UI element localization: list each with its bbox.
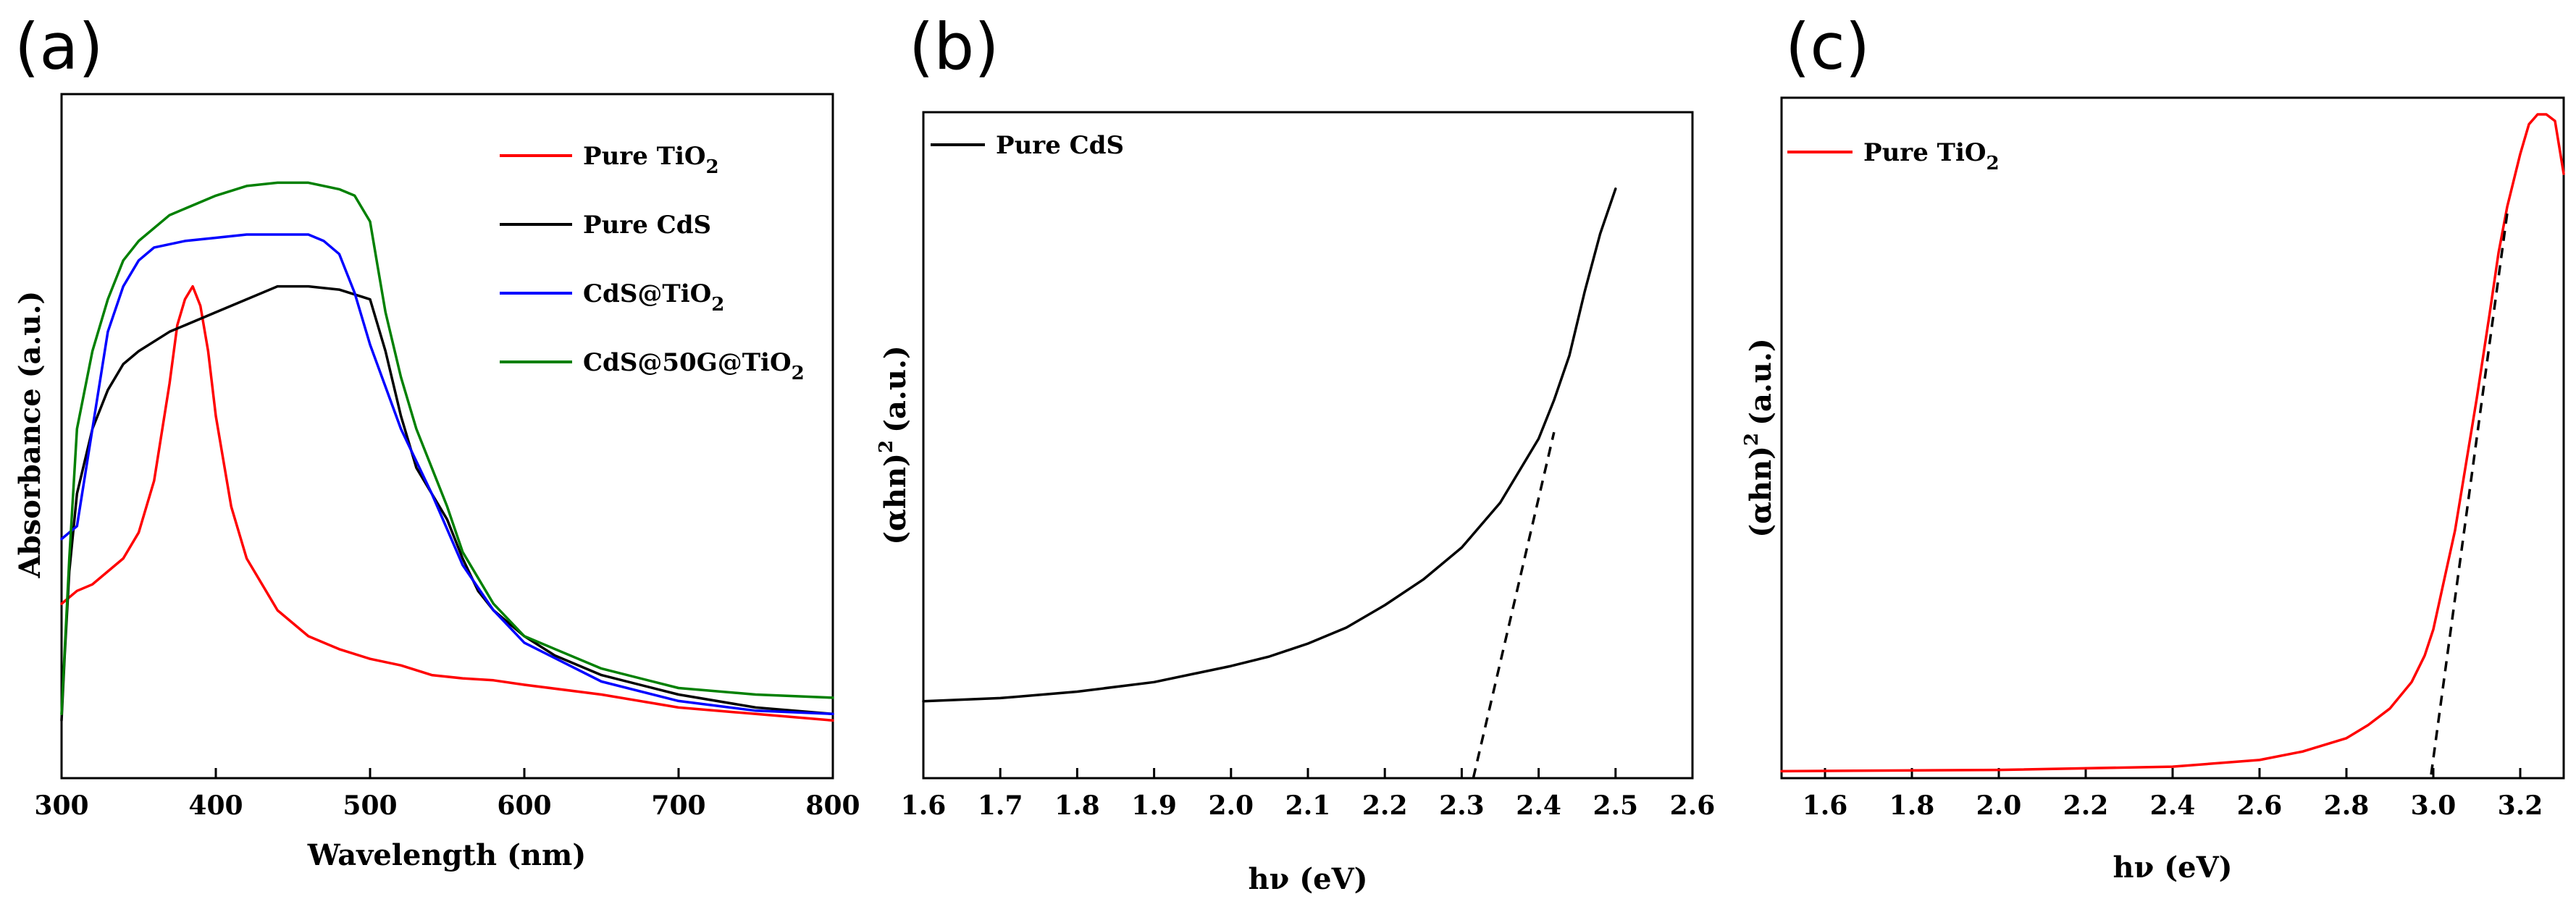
legend-label-main: Pure CdS (583, 211, 711, 240)
x-tick-label: 600 (497, 790, 551, 821)
panel-c-frame (1780, 96, 2565, 780)
x-tick-label: 2.1 (1285, 790, 1331, 821)
legend-label-main: Pure CdS (996, 131, 1124, 160)
panel-a: (a) 300 400 500 600 700 800 Wavelength (nm) A… (13, 9, 860, 872)
legend-label-sub: 2 (1986, 153, 2000, 174)
legend-label-main: CdS@TiO (583, 279, 711, 308)
x-tick-label: 1.7 (978, 790, 1023, 821)
x-tick-label: 2.3 (1439, 790, 1485, 821)
tangent-line (1472, 431, 1556, 779)
legend-label-sub: 2 (706, 156, 719, 178)
legend-label-sub: 2 (711, 294, 724, 316)
x-tick-label: 2.6 (2237, 790, 2283, 821)
panel-b-label: (b) (909, 9, 999, 84)
series-line-pure-tio2 (60, 284, 834, 722)
panel-b-frame (922, 111, 1694, 780)
panel-c-ylabel: (αhn)2 (a.u.) (1741, 338, 1778, 538)
series-line-cds-50g-tio2 (60, 181, 834, 716)
legend-label: Pure CdS (996, 131, 1124, 160)
x-tick-label: 1.6 (1803, 790, 1848, 821)
x-tick-label: 1.6 (901, 790, 947, 821)
legend-label: Pure TiO2 (1863, 138, 2000, 174)
panel-b-ylabel: (αhn)2 (a.u.) (876, 345, 912, 545)
panel-c-ylabel-sup: 2 (1741, 433, 1763, 446)
panel-b-ylabel-main: (αhn) (878, 453, 912, 545)
x-tick-label: 2.4 (1516, 790, 1561, 821)
legend-label-main: Pure TiO (1863, 138, 1986, 167)
x-tick-label: 1.8 (1054, 790, 1100, 821)
panel-c: (c) 1.6 1.8 2.0 2.2 2.4 2.6 2.8 3.0 3.2 hν (eV) … (1741, 9, 2565, 885)
panel-a-label: (a) (14, 9, 104, 84)
x-tick-label: 1.8 (1889, 790, 1935, 821)
x-tick-label: 800 (805, 790, 860, 821)
legend-label: CdS@TiO2 (583, 279, 724, 316)
x-tick-label: 2.4 (2150, 790, 2196, 821)
panel-c-ylabel-unit: (a.u.) (1744, 338, 1778, 426)
x-tick-label: 300 (34, 790, 88, 821)
panel-a-ylabel: Absorbance (a.u.) (13, 291, 47, 579)
panel-c-label: (c) (1785, 9, 1870, 84)
x-tick-label: 500 (343, 790, 397, 821)
x-tick-label: 2.6 (1670, 790, 1716, 821)
panel-c-ylabel-main: (αhn) (1744, 446, 1778, 538)
series-line-cds-tio2 (60, 233, 834, 716)
legend-label: Pure TiO2 (583, 142, 719, 178)
x-tick-label: 2.5 (1593, 790, 1638, 821)
series-line-pure-cds (922, 187, 1617, 703)
tangent-line (2430, 213, 2509, 775)
panel-b: (b) 1.6 1.7 1.8 1.9 2.0 2.1 2.2 2.3 2.4 2.5 2.6 hν… (876, 9, 1715, 896)
panel-b-ylabel-unit: (a.u.) (878, 345, 912, 433)
x-tick-label: 3.0 (2411, 790, 2457, 821)
legend-label-main: CdS@50G@TiO (583, 348, 792, 377)
x-tick-label: 2.2 (2063, 790, 2109, 821)
panel-a-frame (60, 93, 834, 780)
panel-b-xlabel: hν (eV) (1248, 862, 1367, 896)
x-tick-label: 700 (651, 790, 705, 821)
x-tick-label: 3.2 (2498, 790, 2543, 821)
panel-a-xlabel: Wavelength (nm) (307, 838, 587, 872)
legend-label-sub: 2 (792, 363, 805, 384)
legend-label: Pure CdS (583, 211, 711, 240)
x-tick-label: 400 (188, 790, 243, 821)
panel-c-xlabel: hν (eV) (2113, 851, 2232, 885)
x-tick-label: 2.2 (1362, 790, 1408, 821)
panel-b-ylabel-sup: 2 (876, 440, 897, 453)
legend-label-main: Pure TiO (583, 142, 706, 171)
x-tick-label: 2.8 (2324, 790, 2370, 821)
x-tick-label: 2.0 (1208, 790, 1254, 821)
x-tick-label: 1.9 (1131, 790, 1177, 821)
legend-label: CdS@50G@TiO2 (583, 348, 805, 384)
series-line-pure-tio2 (1780, 113, 2565, 773)
x-tick-label: 2.0 (1976, 790, 2022, 821)
